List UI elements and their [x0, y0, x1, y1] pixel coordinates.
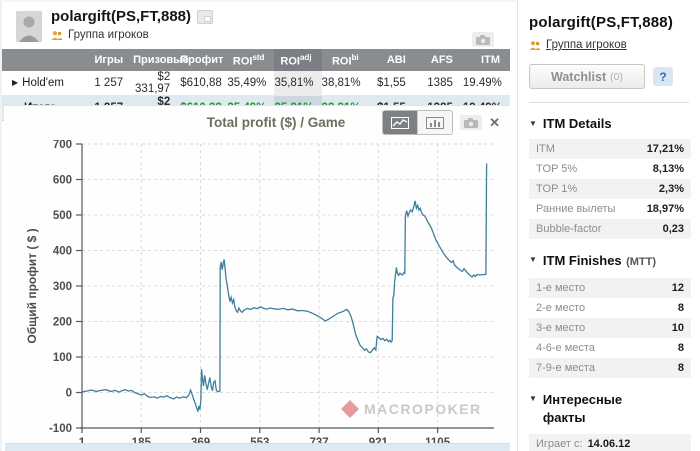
place-7-9-row: 7-9-е места 8 — [529, 358, 691, 378]
itm-row: ITM 17,21% — [529, 139, 691, 159]
player-note-icon[interactable] — [197, 9, 214, 24]
early-exit-row: Ранние вылеты 18,97% — [536, 203, 684, 215]
collapse-triangle-icon: ▼ — [529, 119, 537, 128]
svg-text:200: 200 — [53, 317, 72, 329]
table-row-holdem[interactable]: ▶ Hold'em 1 257 $2 331,97 $610,88 35,49% … — [2, 71, 510, 96]
cell-games: 1 257 — [86, 71, 134, 96]
watchlist-row: Watchlist (0) ? — [529, 64, 690, 89]
stats-header-row: Игры Призовые Профит ROIstd ROIadj ROIbi… — [2, 49, 510, 71]
chart-title: Total profit ($) / Game — [206, 115, 346, 130]
player-header: polargift(PS,FT,888) Группа игроков — [16, 8, 214, 48]
col-itm[interactable]: ITM — [462, 49, 510, 71]
svg-text:100: 100 — [53, 352, 72, 364]
y-axis-label: Общий профит ( $ ) — [25, 228, 39, 343]
group-icon — [529, 40, 541, 50]
player-sidebar: polargift(PS,FT,888) Группа игроков Watc… — [517, 0, 700, 451]
watchlist-count: (0) — [610, 70, 623, 83]
svg-text:0: 0 — [66, 388, 72, 400]
plays-since-row: Играет с: 14.06.12 — [529, 434, 691, 451]
itm-details-header[interactable]: ▼ ITM Details — [529, 116, 690, 131]
row-label: Hold'em — [22, 77, 64, 89]
chart-type-toggle — [382, 110, 454, 135]
collapse-triangle-icon: ▼ — [529, 394, 537, 403]
table-snapshot-camera-icon[interactable] — [472, 32, 494, 47]
section-title: ITM Details — [542, 116, 612, 131]
watermark-text: MACROPOKER — [364, 401, 482, 417]
chart-controls: ✕ — [382, 110, 500, 135]
macropoker-watermark: MACROPOKER — [341, 400, 482, 418]
place-2-row: 2-е место 8 — [536, 302, 684, 314]
cell-afs: 1385 — [415, 71, 463, 96]
col-abi[interactable]: ABI — [368, 49, 416, 71]
place-1-row: 1-е место 12 — [529, 278, 691, 298]
col-roi-adj[interactable]: ROIadj — [274, 49, 322, 71]
itm-finishes-section: ▼ ITM Finishes (MTT) 1-е место 12 2-е мес… — [529, 252, 691, 378]
cell-itm: 19.49% — [462, 71, 510, 96]
section-title: ITM Finishes — [542, 253, 622, 268]
facts-header[interactable]: ▼ Интересные факты — [529, 391, 690, 426]
svg-text:-100: -100 — [49, 423, 72, 435]
col-roi-bi[interactable]: ROIbi — [321, 49, 369, 71]
cell-roi-adj: 35,81% — [274, 71, 322, 96]
camera-glyph-icon — [464, 117, 479, 128]
camera-glyph-icon — [476, 34, 490, 45]
col-afs[interactable]: AFS — [415, 49, 463, 71]
line-chart-toggle-button[interactable] — [383, 111, 418, 134]
section-suffix: (MTT) — [626, 256, 657, 268]
macropoker-logo-inner-icon — [344, 403, 356, 415]
cell-roi-bi: 38,81% — [321, 71, 369, 96]
itm-details-section: ▼ ITM Details ITM 17,21% TOP 5% 8,13% TOP … — [529, 116, 691, 239]
player-name: polargift(PS,FT,888) — [51, 8, 192, 25]
chart-snapshot-camera-icon[interactable] — [460, 115, 483, 130]
col-profit[interactable]: Профит — [180, 49, 228, 71]
bar-chart-icon — [426, 116, 445, 129]
cell-abi: $1,55 — [368, 71, 416, 96]
facts-section: ▼ Интересные факты Играет с:14.06.12 Пос… — [529, 391, 691, 451]
group-icon — [51, 30, 63, 40]
col-roi-std[interactable]: ROIstd — [227, 49, 275, 71]
cell-roi-std: 35,49% — [227, 71, 275, 96]
bar-chart-toggle-button[interactable] — [417, 111, 453, 134]
player-stats-panel: polargift(PS,FT,888) Группа игроков — [0, 0, 510, 451]
sidebar-group-link[interactable]: Группа игроков — [546, 39, 627, 51]
itm-finishes-header[interactable]: ▼ ITM Finishes (MTT) — [529, 252, 690, 270]
section-title: Интересные факты — [542, 392, 623, 425]
sidebar-group-line: Группа игроков — [529, 39, 690, 51]
place-3-row: 3-е место 10 — [529, 318, 691, 338]
svg-text:400: 400 — [53, 246, 72, 258]
profit-line-chart: Общий профит ( $ ) MACROPOKER 700 600 500 4… — [25, 139, 494, 449]
watchlist-help-button[interactable]: ? — [653, 67, 673, 86]
svg-text:600: 600 — [53, 175, 72, 187]
svg-text:500: 500 — [53, 210, 72, 222]
close-chart-icon[interactable]: ✕ — [489, 115, 500, 130]
player-avatar — [16, 11, 42, 42]
expand-row-icon[interactable]: ▶ — [12, 78, 19, 87]
sidebar-divider — [529, 102, 689, 103]
bubble-factor-row: Bubble-factor 0,23 — [529, 219, 691, 239]
collapse-triangle-icon: ▼ — [529, 255, 537, 264]
next-section-edge — [5, 443, 510, 451]
player-group-link[interactable]: Группа игроков — [68, 29, 149, 41]
line-chart-icon — [391, 116, 410, 129]
top5-row: TOP 5% 8,13% — [536, 163, 684, 175]
cell-profit: $610,88 — [180, 71, 228, 96]
avatar-silhouette-icon — [16, 11, 42, 42]
cell-prizes: $2 331,97 — [133, 71, 181, 96]
svg-text:300: 300 — [53, 281, 72, 293]
profit-chart-panel: Total profit ($) / Game — [4, 105, 510, 449]
place-4-6-row: 4-6-е места 8 — [536, 342, 684, 354]
profit-chart: Общий профит ( $ ) MACROPOKER 700 600 500 4… — [4, 139, 510, 451]
col-prizes[interactable]: Призовые — [133, 49, 189, 71]
watchlist-button[interactable]: Watchlist (0) — [529, 64, 645, 89]
chart-header: Total profit ($) / Game — [4, 106, 510, 140]
sidebar-player-name: polargift(PS,FT,888) — [529, 14, 674, 31]
watchlist-label: Watchlist — [551, 69, 607, 84]
col-games[interactable]: Игры — [86, 49, 134, 71]
svg-text:700: 700 — [53, 140, 72, 151]
top1-row: TOP 1% 2,3% — [529, 179, 691, 199]
